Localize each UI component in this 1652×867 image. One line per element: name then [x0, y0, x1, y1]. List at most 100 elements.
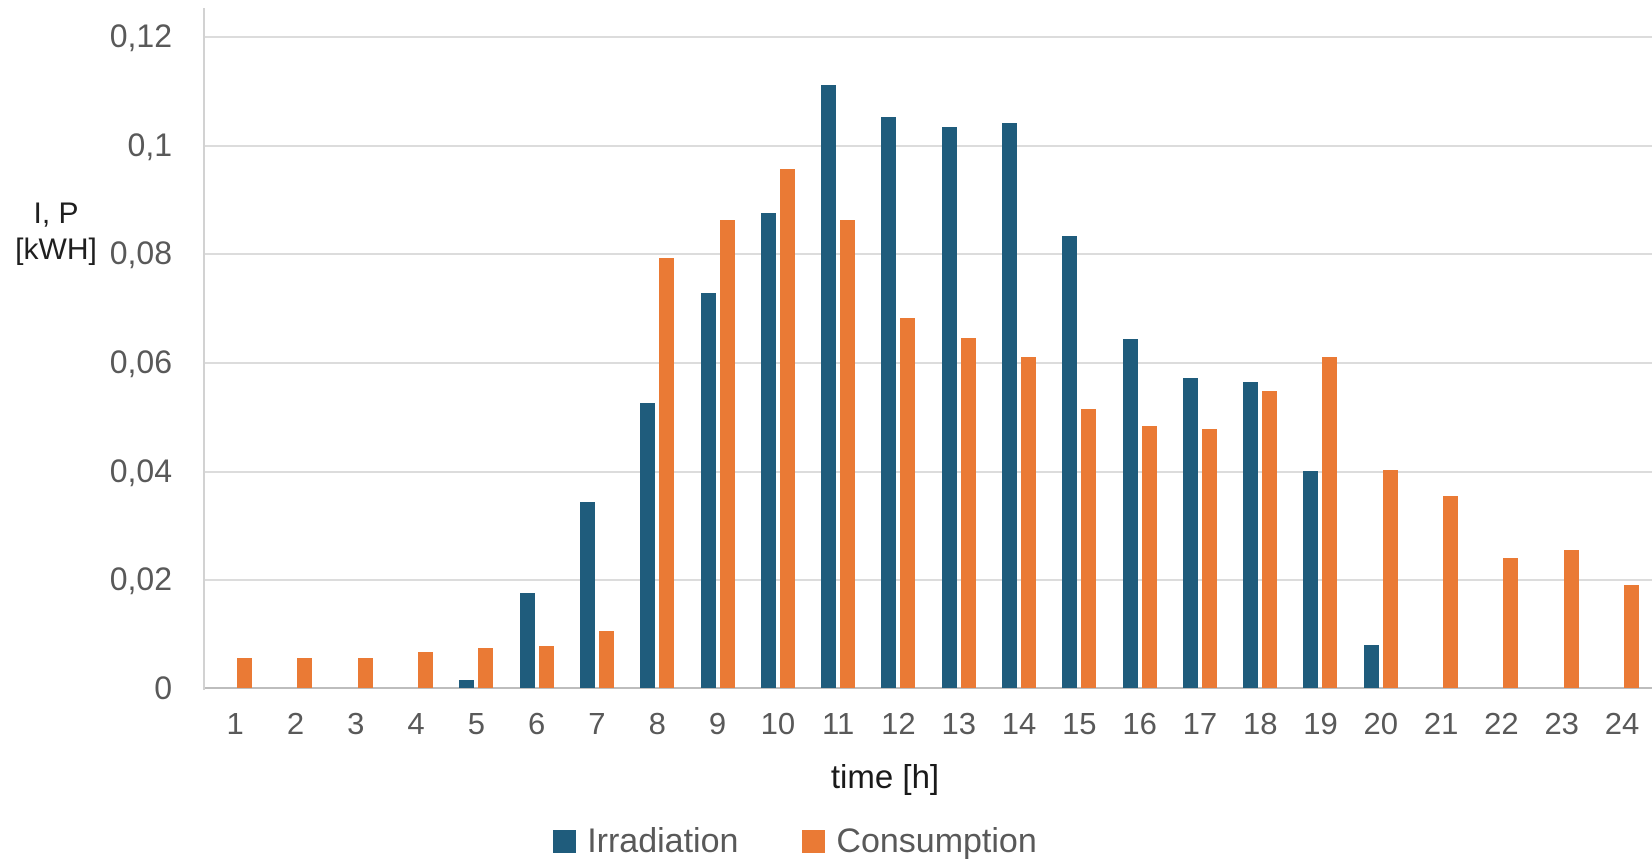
legend-label: Irradiation: [587, 822, 739, 860]
bar-irradiation-hour-11: [821, 85, 837, 688]
bar-group-hour-20: [1351, 36, 1411, 688]
bar-consumption-hour-2: [297, 658, 313, 688]
bar-group-hour-3: [326, 36, 386, 688]
bar-irradiation-hour-5: [459, 680, 475, 688]
bar-group-hour-15: [1049, 36, 1109, 688]
bar-group-hour-17: [1170, 36, 1230, 688]
x-tick-label: 17: [1182, 706, 1218, 741]
bar-group-hour-6: [506, 36, 566, 688]
plot-area: [205, 36, 1652, 689]
bar-group-hour-23: [1532, 36, 1592, 688]
bar-group-hour-13: [929, 36, 989, 688]
gridline: [205, 579, 1652, 581]
bar-irradiation-hour-14: [1002, 123, 1017, 688]
legend: Irradiation Consumption: [0, 822, 1590, 861]
bar-irradiation-hour-13: [941, 127, 957, 688]
bar-consumption-hour-15: [1081, 409, 1097, 688]
bar-consumption-hour-22: [1503, 558, 1519, 688]
bar-group-hour-9: [687, 36, 747, 688]
x-tick-label: 22: [1484, 706, 1519, 741]
y-tick-label: 0,06: [109, 344, 172, 380]
x-axis-tick-labels: 1 2 3 4 5 6 7 8 9 10 11 12 13 14 15 16 17 18 19 20 21 22 23 24: [205, 706, 1652, 742]
bar-irradiation-hour-16: [1122, 339, 1138, 688]
x-tick-label: 24: [1604, 706, 1640, 741]
x-tick-label: 3: [347, 706, 365, 741]
x-tick-label: 21: [1423, 706, 1459, 741]
bar-group-hour-4: [386, 36, 446, 688]
y-axis-line: [203, 8, 205, 690]
bar-consumption-hour-9: [719, 220, 735, 688]
bar-consumption-hour-4: [418, 652, 434, 688]
bar-group-hour-11: [808, 36, 868, 688]
bar-consumption-hour-3: [357, 658, 373, 688]
bar-group-hour-1: [205, 36, 265, 688]
gridline: [205, 362, 1652, 364]
bar-consumption-hour-6: [538, 646, 554, 688]
bar-irradiation-hour-15: [1062, 236, 1078, 688]
x-tick-label: 10: [760, 706, 796, 741]
legend-item-consumption: Consumption: [802, 822, 1037, 861]
bar-group-hour-24: [1592, 36, 1652, 688]
bar-consumption-hour-10: [779, 169, 795, 688]
x-tick-label: 8: [648, 706, 666, 741]
x-tick-label: 15: [1062, 706, 1097, 741]
x-axis-title-wrap: time [h]: [205, 758, 1565, 796]
x-tick-label: 11: [822, 706, 855, 741]
gridline: [205, 471, 1652, 473]
bar-consumption-hour-16: [1141, 426, 1157, 688]
bar-consumption-hour-18: [1262, 391, 1278, 688]
bar-group-hour-8: [627, 36, 687, 688]
y-tick-label: 0,1: [127, 127, 172, 163]
bar-irradiation-hour-6: [519, 593, 535, 688]
bar-group-hour-19: [1290, 36, 1350, 688]
gridline: [205, 145, 1652, 147]
bar-consumption-hour-14: [1021, 357, 1036, 688]
bar-consumption-hour-23: [1563, 550, 1579, 688]
bar-group-hour-16: [1109, 36, 1169, 688]
bar-group-hour-21: [1411, 36, 1471, 688]
bar-consumption-hour-7: [598, 631, 614, 688]
bar-group-hour-22: [1471, 36, 1531, 688]
gridline: [205, 36, 1652, 38]
bars-container: [205, 36, 1652, 688]
bar-group-hour-7: [567, 36, 627, 688]
legend-item-irradiation: Irradiation: [553, 822, 738, 861]
x-tick-label: 6: [528, 706, 546, 741]
bar-irradiation-hour-8: [640, 403, 656, 688]
bar-consumption-hour-24: [1623, 585, 1639, 688]
bar-irradiation-hour-17: [1182, 378, 1198, 688]
bar-group-hour-5: [446, 36, 506, 688]
bar-consumption-hour-12: [900, 318, 916, 688]
bar-group-hour-12: [868, 36, 928, 688]
x-tick-label: 12: [881, 706, 916, 741]
x-tick-label: 1: [226, 706, 244, 741]
x-tick-label: 19: [1303, 706, 1338, 741]
bar-consumption-hour-5: [478, 648, 494, 688]
bar-irradiation-hour-19: [1303, 471, 1319, 688]
x-tick-label: 5: [467, 706, 485, 741]
bar-consumption-hour-1: [237, 658, 253, 688]
legend-swatch-icon: [553, 830, 577, 853]
y-tick-label: 0,08: [109, 235, 172, 271]
x-tick-label: 16: [1122, 706, 1157, 741]
x-tick-label: 2: [286, 706, 305, 741]
y-axis-title: I, P [kWH]: [6, 196, 106, 268]
x-tick-label: 14: [1001, 706, 1037, 741]
bar-irradiation-hour-10: [760, 213, 776, 688]
bar-consumption-hour-20: [1382, 470, 1398, 688]
bar-irradiation-hour-20: [1363, 645, 1379, 688]
bar-irradiation-hour-9: [700, 293, 716, 688]
bar-consumption-hour-8: [659, 258, 675, 688]
bar-irradiation-hour-18: [1243, 382, 1259, 688]
x-tick-label: 18: [1242, 706, 1278, 741]
x-tick-label: 9: [708, 706, 727, 741]
bar-consumption-hour-21: [1443, 496, 1459, 688]
x-axis-title: time [h]: [830, 758, 940, 795]
legend-label: Consumption: [836, 822, 1037, 860]
bar-irradiation-hour-7: [579, 502, 595, 688]
x-tick-label: 23: [1544, 706, 1579, 741]
x-tick-label: 7: [588, 706, 606, 741]
bar-group-hour-14: [989, 36, 1049, 688]
y-tick-label: 0,02: [109, 561, 172, 597]
